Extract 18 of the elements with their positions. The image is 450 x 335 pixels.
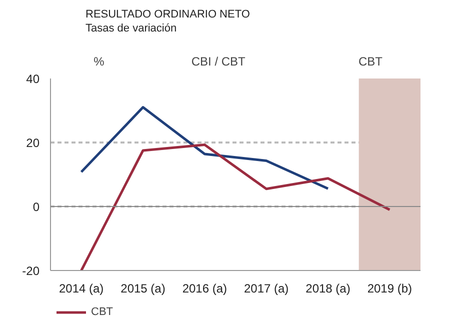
y-tick-label: 40 bbox=[26, 72, 40, 86]
y-tick-label: 20 bbox=[26, 136, 40, 150]
chart-title: RESULTADO ORDINARIO NETO bbox=[86, 8, 250, 20]
y-tick-label: 0 bbox=[32, 200, 40, 214]
x-tick-label: 2019 (b) bbox=[367, 282, 412, 296]
line-series bbox=[80, 143, 391, 270]
band-label: CBT bbox=[358, 54, 384, 68]
x-tick-label: 2014 (a) bbox=[58, 282, 104, 296]
text: CBI / CBT bbox=[191, 54, 246, 68]
x-tick-label: 2015 (a) bbox=[120, 282, 166, 296]
chart-subtitle: Tasas de variación bbox=[86, 22, 177, 34]
line-series bbox=[80, 106, 330, 190]
y-tick-label: -20 bbox=[22, 264, 40, 278]
y-axis-title: % bbox=[94, 54, 105, 68]
x-tick-label: 2017 (a) bbox=[244, 282, 289, 296]
x-tick-label: 2016 (a) bbox=[182, 282, 228, 296]
x-tick-label: 2018 (a) bbox=[306, 282, 350, 296]
legend-label: CBT bbox=[91, 306, 113, 318]
